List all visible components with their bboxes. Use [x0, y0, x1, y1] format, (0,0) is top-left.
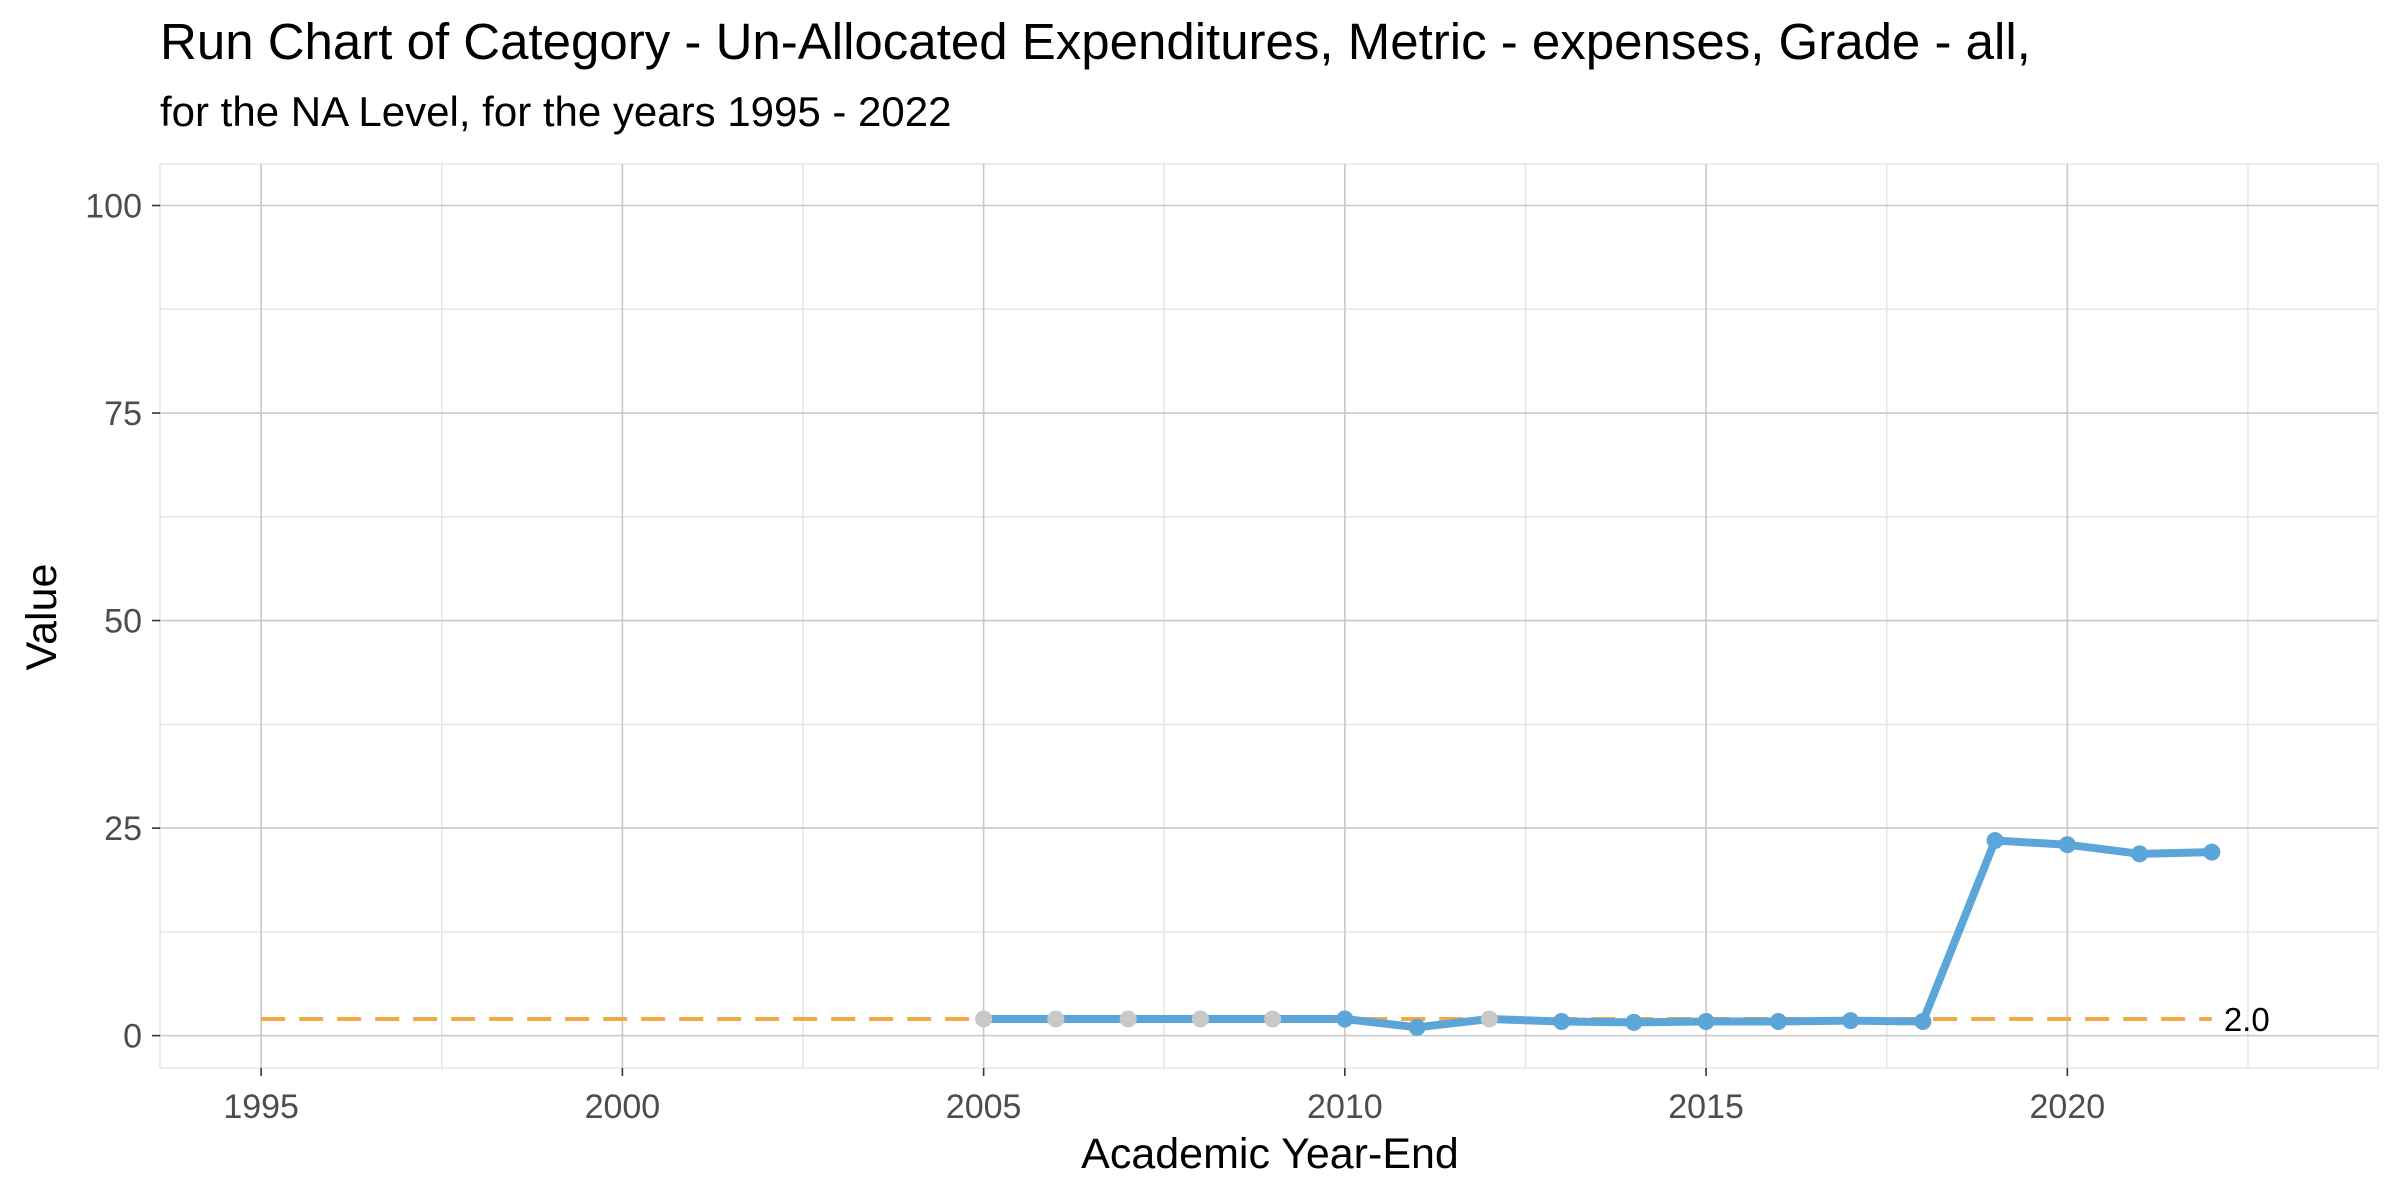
data-point [1914, 1013, 1932, 1031]
y-tick-label: 50 [104, 603, 142, 641]
data-point [1625, 1013, 1643, 1031]
data-point [1408, 1018, 1426, 1036]
y-axis-title: Value [18, 564, 66, 671]
missing-data-point [1264, 1010, 1282, 1028]
missing-data-point [1480, 1010, 1498, 1028]
x-tick-label: 2005 [946, 1088, 1022, 1126]
x-tick-label: 2020 [2030, 1088, 2106, 1126]
y-tick-label: 0 [123, 1018, 142, 1056]
data-point [2058, 836, 2076, 854]
x-tick-label: 2000 [585, 1088, 661, 1126]
grid [152, 163, 2379, 1076]
y-tick-label: 100 [85, 188, 142, 226]
data-point [1769, 1013, 1787, 1031]
data-point [1336, 1010, 1354, 1028]
x-tick-label: 1995 [223, 1088, 299, 1126]
missing-data-point [975, 1010, 993, 1028]
reference-value-label: 2.0 [2224, 1001, 2270, 1038]
missing-data-point [1119, 1010, 1137, 1028]
y-tick-label: 25 [104, 810, 142, 848]
y-tick-label: 75 [104, 395, 142, 433]
x-tick-label: 2010 [1307, 1088, 1383, 1126]
chart-subtitle: for the NA Level, for the years 1995 - 2… [160, 88, 952, 135]
reference-layer: 2.0 [261, 1001, 2270, 1038]
data-point [1697, 1013, 1715, 1031]
series-layer [975, 832, 2221, 1036]
data-point [2203, 843, 2221, 861]
data-point [1553, 1013, 1571, 1031]
series-line [979, 836, 2216, 1032]
missing-data-point [1047, 1010, 1065, 1028]
data-point [1842, 1012, 1860, 1030]
x-axis-title: Academic Year-End [1081, 1130, 1459, 1178]
chart-title: Run Chart of Category - Un-Allocated Exp… [160, 13, 2031, 70]
tick-labels: 1995 2000 2005 2010 2015 2020 0 25 50 75 100 [85, 188, 2105, 1126]
missing-data-point [1191, 1010, 1209, 1028]
data-point [1986, 832, 2004, 850]
x-tick-label: 2015 [1668, 1088, 1744, 1126]
plot-panel-border [159, 163, 2379, 1069]
data-point [2131, 845, 2149, 863]
